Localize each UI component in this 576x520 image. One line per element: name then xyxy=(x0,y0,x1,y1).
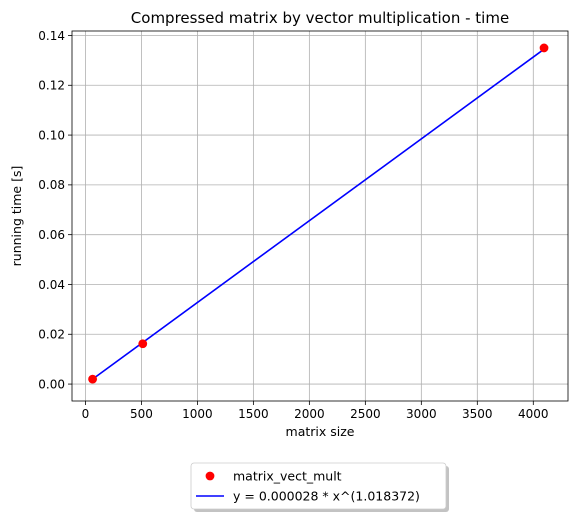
y-axis-ticks: 0.00 0.02 0.04 0.06 0.08 0.10 0.12 0.14 xyxy=(38,29,72,391)
fit-line xyxy=(92,48,545,380)
legend-marker xyxy=(205,471,215,481)
x-axis-ticks: 0 500 1000 1500 2000 2500 3000 3500 4000 xyxy=(82,401,549,421)
series-layer xyxy=(88,43,549,384)
x-tick-label: 500 xyxy=(130,407,153,421)
plot-frame xyxy=(71,30,569,402)
x-axis-label: matrix size xyxy=(286,424,355,439)
x-tick-label: 3500 xyxy=(462,407,493,421)
y-tick-label: 0.12 xyxy=(38,79,65,93)
x-tick-label: 2000 xyxy=(294,407,325,421)
y-tick-label: 0.04 xyxy=(38,278,65,292)
data-point xyxy=(88,374,98,384)
y-tick-label: 0.10 xyxy=(38,128,65,142)
x-tick-label: 4000 xyxy=(518,407,549,421)
chart-title: Compressed matrix by vector multiplicati… xyxy=(131,9,509,27)
x-tick-label: 2500 xyxy=(350,407,381,421)
data-point xyxy=(539,43,549,53)
x-tick-label: 3000 xyxy=(406,407,437,421)
legend-label: matrix_vect_mult xyxy=(233,469,342,484)
y-tick-label: 0.14 xyxy=(38,29,65,43)
y-axis-label: running time [s] xyxy=(9,166,24,267)
data-point xyxy=(138,339,148,349)
y-tick-label: 0.06 xyxy=(38,228,65,242)
y-tick-label: 0.08 xyxy=(38,178,65,192)
x-tick-label: 0 xyxy=(82,407,90,421)
legend-box xyxy=(190,462,447,510)
x-tick-label: 1000 xyxy=(182,407,213,421)
y-tick-label: 0.02 xyxy=(38,328,65,342)
legend-label: y = 0.000028 * x^(1.018372) xyxy=(233,489,420,504)
x-tick-label: 1500 xyxy=(238,407,269,421)
y-tick-label: 0.00 xyxy=(38,377,65,391)
